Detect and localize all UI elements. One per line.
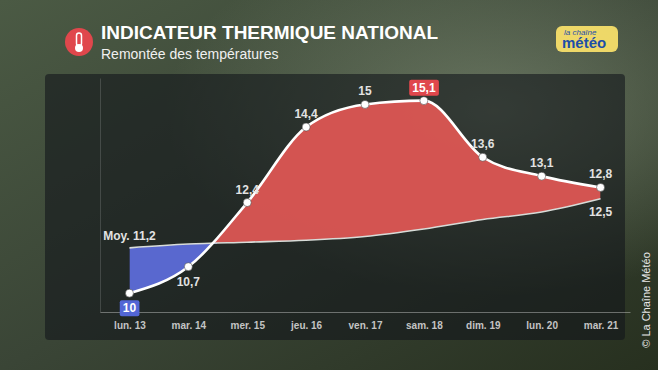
x-tick: mar. 21 [584,312,619,331]
data-label: 13,1 [530,156,554,170]
x-tick: lun. 20 [526,312,558,331]
x-tick: mar. 14 [172,312,207,331]
x-tick-label: dim. 19 [466,320,501,331]
source: © La Chaîne Météo [640,252,652,348]
data-label-group: 14,4 [294,107,318,121]
y-axis-line [100,79,101,313]
title: INDICATEUR THERMIQUE NATIONAL [101,22,438,43]
temperature-point [538,172,546,180]
x-axis: lun. 13 mar. 14 mer. 15 jeu. 16 ven. 17 sam. … [101,312,631,331]
x-axis-line [101,312,631,313]
data-label: 10,7 [177,275,201,289]
subtitle: Remontée des températures [101,46,278,62]
area-below-normal [129,101,600,293]
thermometer-icon [65,28,93,56]
x-tick-label: mar. 14 [172,320,207,331]
plot-area [125,97,604,297]
normal-label: Moy. 11,2 [103,229,156,243]
data-label-group: 10 [120,300,140,316]
data-label-group: 13,6 [471,137,495,151]
temperature-point [243,199,251,207]
temperature-line [129,101,600,293]
data-label: 14,4 [294,107,318,121]
data-label: 12,8 [589,167,613,181]
data-label: 15 [358,84,372,98]
data-label: 15,1 [412,81,436,95]
logo-bg [556,26,618,52]
data-label-group: 12,4 [236,183,260,197]
data-label-group: 13,1 [530,156,554,170]
min-label-box [120,300,140,316]
data-label-group: 12,8 [589,167,613,181]
chart-panel [45,74,625,340]
temperature-point [479,153,487,161]
background-glow [0,0,658,370]
data-label: 12,4 [236,183,260,197]
temperature-point [361,100,369,108]
temperature-point [420,97,428,105]
x-tick-label: lun. 20 [526,320,558,331]
icon-bulb [75,44,83,52]
logo-bottom: météo [562,34,606,51]
normal-line [129,199,600,248]
data-labels: 10 10,7 12,4 14,4 15 15,1 13,6 13,1 12,8 Moy. 11,… [103,80,612,316]
background [0,0,658,370]
normal-label: 12,5 [589,205,613,219]
data-label: 10 [123,301,137,315]
max-label-box [409,80,439,96]
x-tick: mer. 15 [230,312,265,331]
x-tick: ven. 17 [349,312,383,331]
temperature-point [184,263,192,271]
temperature-point [302,123,310,131]
area-above-normal [129,101,600,293]
x-tick-label: lun. 13 [114,320,146,331]
temperature-point [125,289,133,297]
data-label-group: 15,1 [409,80,439,96]
y-axis [100,79,101,313]
x-tick-label: mer. 15 [230,320,265,331]
data-label-group: 15 [358,84,372,98]
x-tick: jeu. 16 [290,312,323,331]
x-tick-label: sam. 18 [406,320,443,331]
x-tick: sam. 18 [406,312,443,331]
data-label: 13,6 [471,137,495,151]
chart-root: INDICATEUR THERMIQUE NATIONAL Remontée de… [0,0,658,370]
x-tick-label: jeu. 16 [290,320,323,331]
x-tick-label: ven. 17 [349,320,383,331]
temperature-point [597,183,605,191]
x-tick-label: mar. 21 [584,320,619,331]
logo: la chaînemétéo [556,26,618,52]
icon-circle [65,28,93,56]
data-label-group: 10,7 [177,275,201,289]
x-tick: dim. 19 [466,312,501,331]
